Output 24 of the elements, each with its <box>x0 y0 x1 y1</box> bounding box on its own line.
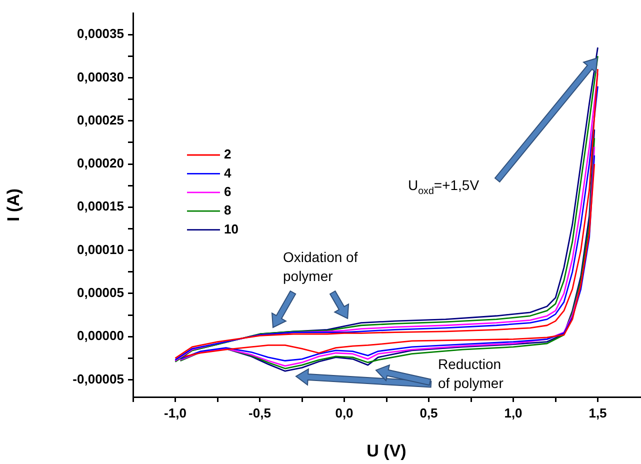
y-tick-label: 0,00000 <box>77 328 124 344</box>
legend-label: 2 <box>224 146 232 162</box>
y-tick-label: 0,00025 <box>77 112 124 128</box>
legend-label: 8 <box>224 202 232 218</box>
y-tick-label: 0,00015 <box>77 198 124 214</box>
legend-label: 10 <box>224 221 238 236</box>
y-tick-label: 0,00035 <box>77 26 124 42</box>
y-tick-label: -0,00005 <box>72 371 124 386</box>
y-tick-label: 0,00030 <box>77 69 124 84</box>
x-tick-label: -0,5 <box>248 405 271 420</box>
y-tick-label: 0,00005 <box>77 285 124 300</box>
y-tick-label: 0,00020 <box>77 156 124 171</box>
x-tick-label: 0,5 <box>420 405 438 420</box>
x-tick-label: 1,0 <box>504 405 522 420</box>
x-axis-title: U (V) <box>366 441 406 460</box>
annotation: Reduction of polymer <box>438 356 504 391</box>
x-tick-label: 1,5 <box>588 405 607 420</box>
legend-label: 6 <box>224 184 232 199</box>
annotation: Oxidation of polymer <box>283 249 358 284</box>
x-tick-label: 0,0 <box>335 405 354 420</box>
legend-label: 4 <box>224 165 232 180</box>
y-axis-title: I (A) <box>4 188 23 222</box>
x-tick-label: -1,0 <box>164 405 186 420</box>
y-tick-label: 0,00010 <box>77 242 124 257</box>
